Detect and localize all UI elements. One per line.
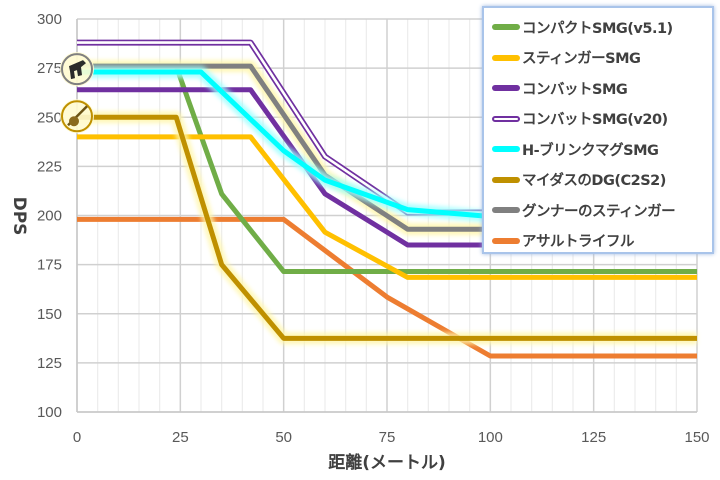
legend-label: グンナーのスティンガー <box>522 203 676 220</box>
legend-item[interactable]: H-ブリンクマグSMG <box>492 134 712 165</box>
legend: コンパクトSMG(v5.1) スティンガーSMG コンバットSMG コンバットS… <box>482 6 714 254</box>
legend-swatch <box>492 237 520 244</box>
legend-item[interactable]: コンバットSMG <box>492 73 712 104</box>
x-tick-label: 50 <box>275 429 292 446</box>
x-tick-label: 100 <box>478 429 503 446</box>
y-tick-label: 150 <box>37 306 62 323</box>
y-tick-label: 100 <box>37 404 62 421</box>
y-tick-label: 300 <box>37 11 62 28</box>
legend-label: マイダスのDG(C2S2) <box>522 173 666 190</box>
y-tick-label: 175 <box>37 257 62 274</box>
y-axis-title: DPS <box>9 197 29 236</box>
legend-swatch <box>492 176 520 183</box>
x-axis-title: 距離(メートル) <box>328 452 446 473</box>
legend-item[interactable]: マイダスのDG(C2S2) <box>492 165 712 196</box>
y-tick-label: 275 <box>37 60 62 77</box>
legend-item[interactable]: コンパクトSMG(v5.1) <box>492 12 712 43</box>
legend-swatch <box>492 115 520 122</box>
drum-gun-weapon-icon <box>60 99 94 134</box>
x-tick-label: 0 <box>73 429 81 446</box>
x-tick-label: 125 <box>581 429 606 446</box>
legend-swatch <box>492 54 520 61</box>
legend-item[interactable]: コンバットSMG(v20) <box>492 104 712 135</box>
x-tick-label: 75 <box>379 429 396 446</box>
legend-item[interactable]: グンナーのスティンガー <box>492 195 712 226</box>
legend-swatch <box>492 207 520 214</box>
y-tick-label: 125 <box>37 355 62 372</box>
smg-glyph <box>69 60 86 80</box>
series-line <box>77 114 697 341</box>
legend-label: コンバットSMG(v20) <box>522 112 668 129</box>
x-tick-label: 150 <box>684 429 709 446</box>
series-6 <box>77 111 697 345</box>
legend-label: コンパクトSMG(v5.1) <box>522 20 673 37</box>
series-8 <box>77 216 697 359</box>
legend-item[interactable]: スティンガーSMG <box>492 43 712 74</box>
series-lines <box>77 39 697 359</box>
drum-glyph <box>69 116 79 127</box>
smg-weapon-icon <box>60 52 94 87</box>
icon-ring <box>61 100 93 133</box>
legend-swatch <box>492 24 520 31</box>
y-tick-label: 225 <box>37 158 62 175</box>
y-tick-label: 200 <box>37 208 62 225</box>
legend-label: アサルトライフル <box>522 234 635 251</box>
tick-labels: 0 25 50 75 100 125 150 100 125 150 175 200 225 250 275… <box>37 11 710 446</box>
legend-label: スティンガーSMG <box>522 51 641 68</box>
legend-label: コンバットSMG <box>522 81 628 98</box>
y-tick-label: 250 <box>37 109 62 126</box>
legend-label: H-ブリンクマグSMG <box>522 142 659 159</box>
legend-swatch <box>492 85 520 92</box>
legend-item[interactable]: アサルトライフル <box>492 226 712 257</box>
legend-swatch <box>492 146 520 153</box>
weapon-markers <box>60 52 94 134</box>
series-2 <box>77 134 697 280</box>
icon-ring <box>61 53 93 86</box>
x-tick-label: 25 <box>172 429 189 446</box>
series-line <box>77 216 697 359</box>
series-line <box>77 134 697 280</box>
